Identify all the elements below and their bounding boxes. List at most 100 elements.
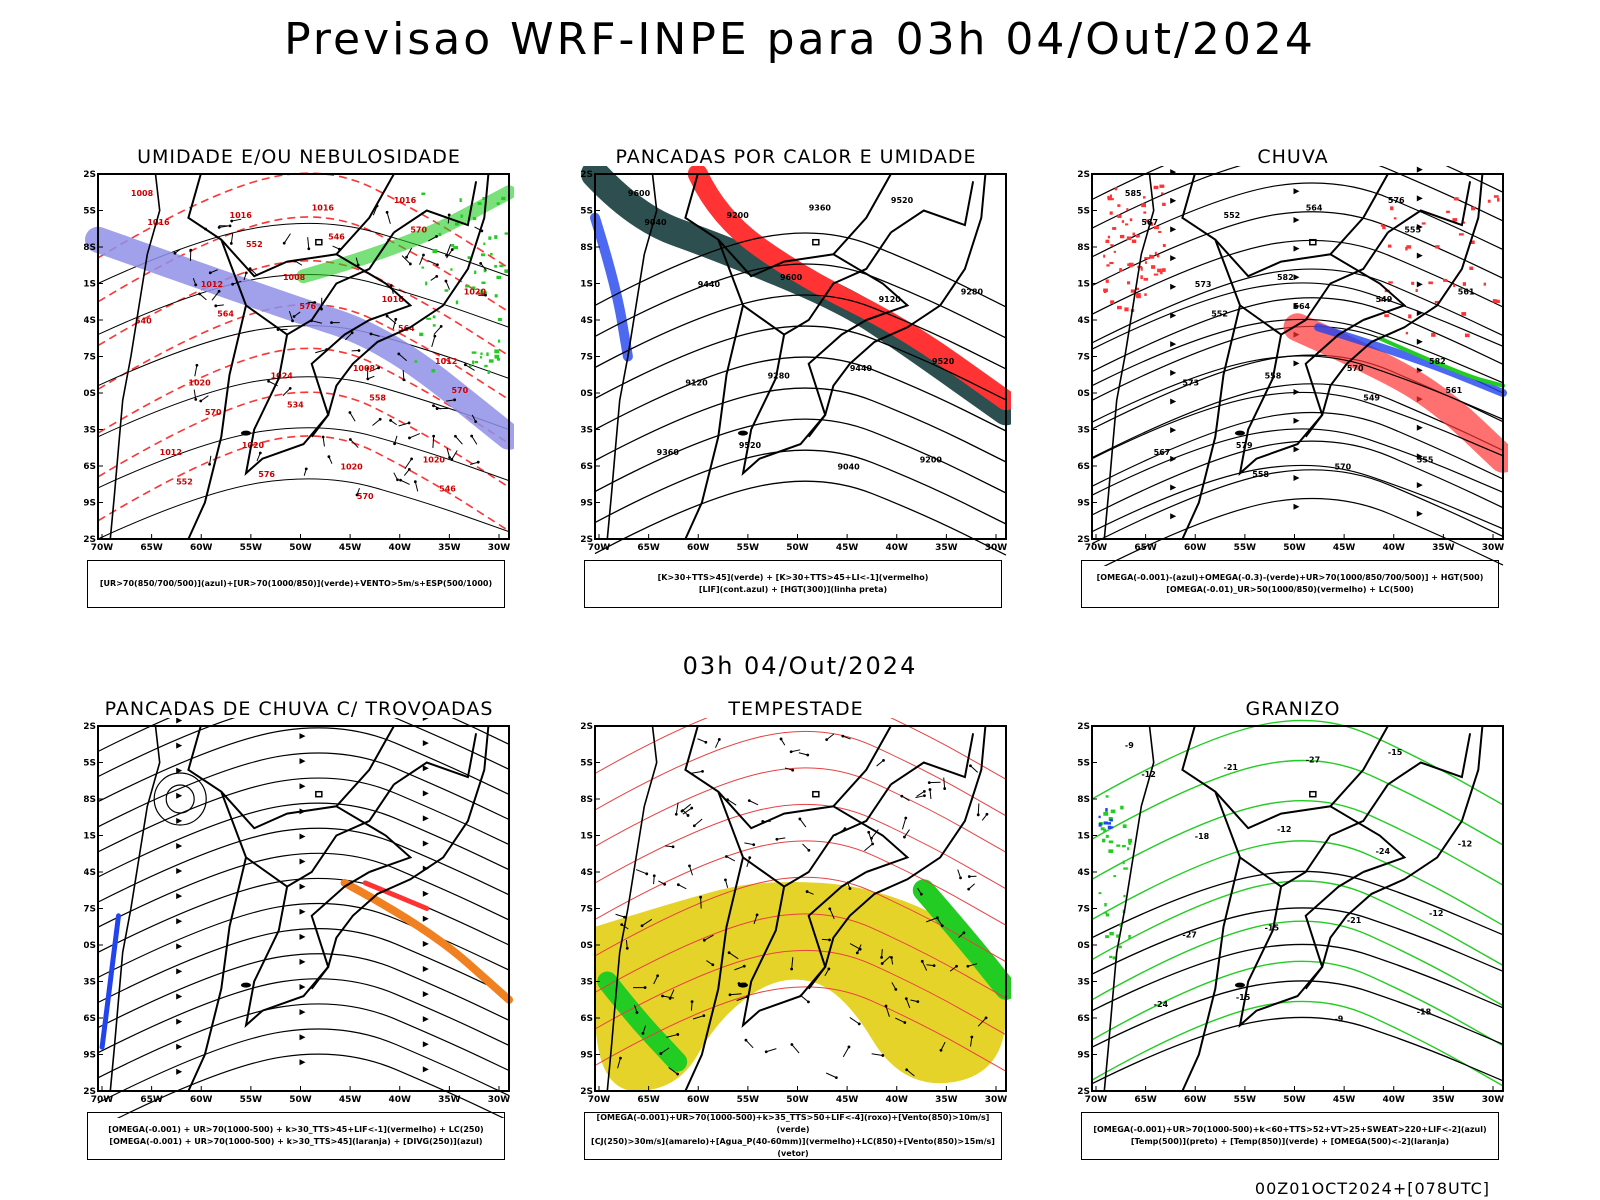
speckle bbox=[1461, 312, 1467, 316]
speckle bbox=[1107, 825, 1112, 830]
wind-vector-head bbox=[827, 967, 831, 971]
contour-label: 564 bbox=[1293, 302, 1310, 311]
lat-tick-label: 18S bbox=[581, 243, 593, 253]
contour-line bbox=[1091, 428, 1504, 496]
map-axes: 12S 15S 18S 21S 24S 27S 30S 33S 36S 39S 42S70W 65W 6… bbox=[1078, 170, 1504, 553]
lat-tick-label: 15S bbox=[1078, 759, 1090, 769]
speckle bbox=[1127, 263, 1130, 266]
lat-tick-label: 42S bbox=[581, 1087, 593, 1097]
wind-vector bbox=[970, 765, 979, 773]
contour-line bbox=[1091, 840, 1504, 926]
contour-label: 1020 bbox=[340, 463, 363, 472]
contour-label: 1016 bbox=[394, 196, 417, 205]
wind850-green-east bbox=[912, 879, 1011, 1000]
wind-vector bbox=[617, 1057, 621, 1069]
wind-vector-head bbox=[728, 993, 732, 997]
wind-vector bbox=[662, 995, 675, 999]
speckle bbox=[1105, 808, 1108, 812]
lon-tick-label: 70W bbox=[588, 543, 611, 553]
wind-vector-head bbox=[848, 887, 852, 890]
wind-vector-head bbox=[408, 262, 412, 266]
stream-arrow bbox=[422, 1041, 429, 1048]
speckle bbox=[1153, 273, 1159, 276]
stream-arrow bbox=[176, 993, 183, 1000]
speckle bbox=[444, 289, 449, 292]
wind-vector-head bbox=[755, 913, 759, 917]
speckle bbox=[1140, 275, 1143, 280]
speckle bbox=[1112, 227, 1117, 230]
lat-tick-label: 42S bbox=[581, 535, 593, 545]
lon-tick-label: 40W bbox=[886, 1095, 909, 1105]
wind-vector-head bbox=[790, 1043, 794, 1046]
wind-vector bbox=[675, 802, 679, 815]
wind-vector-head bbox=[304, 467, 308, 471]
legend-line: [OMEGA(-0.001)-(azul)+OMEGA(-0.3)-(verde… bbox=[1096, 573, 1484, 582]
speckle bbox=[1161, 192, 1164, 195]
contour-line bbox=[97, 391, 510, 488]
lat-tick-label: 36S bbox=[581, 1014, 593, 1024]
lat-tick-label: 39S bbox=[1078, 499, 1090, 509]
country-border bbox=[1181, 857, 1241, 1092]
panel-title: CHUVA bbox=[1257, 146, 1329, 168]
lat-tick-label: 15S bbox=[581, 759, 593, 769]
contour-label: -12 bbox=[1277, 825, 1291, 834]
speckle bbox=[467, 256, 471, 260]
lat-tick-label: 24S bbox=[84, 316, 96, 326]
speckle bbox=[1453, 284, 1456, 288]
wind-vector bbox=[288, 310, 294, 321]
legend-line: [OMEGA(-0.001)+UR>70(1000-500)+k<60+TTS>… bbox=[1093, 1125, 1487, 1134]
map-chuva: 5855825825795765735705675645615585555525… bbox=[1078, 166, 1508, 566]
map-geography bbox=[1103, 725, 1484, 1092]
wind-vector-head bbox=[258, 451, 262, 455]
country-border bbox=[684, 305, 744, 540]
wind-vector-head bbox=[407, 421, 411, 425]
stream-arrow bbox=[176, 742, 183, 749]
lat-tick-label: 33S bbox=[1078, 978, 1090, 988]
wind-vector-head bbox=[448, 456, 451, 459]
stream-arrow bbox=[1170, 369, 1177, 376]
lon-tick-label: 30W bbox=[488, 543, 511, 553]
stream-arrow bbox=[422, 1016, 429, 1023]
speckle bbox=[1415, 288, 1418, 293]
country-border bbox=[890, 733, 975, 786]
wind-vector bbox=[826, 733, 835, 740]
city-marker bbox=[315, 790, 323, 798]
map-geography bbox=[606, 725, 987, 1092]
speckle bbox=[1434, 300, 1439, 304]
streamline bbox=[97, 727, 510, 803]
speckle bbox=[1116, 934, 1121, 938]
contour-label: 570 bbox=[1347, 364, 1364, 373]
panel-granizo: GRANIZO -9 -12 -12 -15 -15 -18 -21 -24 -27 -12 -15… bbox=[1078, 698, 1508, 1188]
stream-arrow bbox=[1170, 398, 1177, 405]
speckle bbox=[1124, 307, 1129, 312]
map-axes: 12S 15S 18S 21S 24S 27S 30S 33S 36S 39S 42S70W 65W 6… bbox=[581, 722, 1007, 1105]
speckle bbox=[1104, 902, 1107, 907]
stream-arrow bbox=[1293, 188, 1300, 195]
speckle bbox=[1125, 223, 1129, 226]
rain-band-blue bbox=[1314, 323, 1507, 397]
contour-label: 9520 bbox=[891, 196, 914, 205]
stream-arrow bbox=[422, 815, 429, 822]
streamline bbox=[97, 877, 510, 953]
contour-line bbox=[1091, 1000, 1504, 1087]
wind-vector-head bbox=[711, 963, 715, 967]
temp500-contours bbox=[1091, 870, 1504, 1085]
speckle bbox=[1388, 281, 1393, 284]
wind-vector-head bbox=[904, 816, 908, 820]
wind-vector-head bbox=[393, 442, 396, 446]
panel-tempestade: TEMPESTADE 12S 15S 18S 21S 24S 27S 30S 33S 36S 39… bbox=[581, 698, 1011, 1188]
lon-tick-label: 50W bbox=[1283, 1095, 1306, 1105]
contour-label: 570 bbox=[1334, 463, 1351, 472]
wind-vectors bbox=[173, 204, 487, 497]
lat-tick-label: 30S bbox=[581, 389, 593, 399]
contour-label: -24 bbox=[1154, 1000, 1169, 1009]
city-marker bbox=[812, 790, 820, 798]
wind-vector bbox=[744, 842, 754, 846]
stream-arrow bbox=[422, 965, 429, 972]
temp850-contours bbox=[1091, 719, 1504, 1087]
wind-vector-head bbox=[619, 1056, 622, 1060]
wind-vector bbox=[977, 803, 980, 815]
speckle bbox=[496, 202, 500, 205]
contour-label: -21 bbox=[1224, 763, 1239, 772]
speckle bbox=[496, 275, 502, 280]
